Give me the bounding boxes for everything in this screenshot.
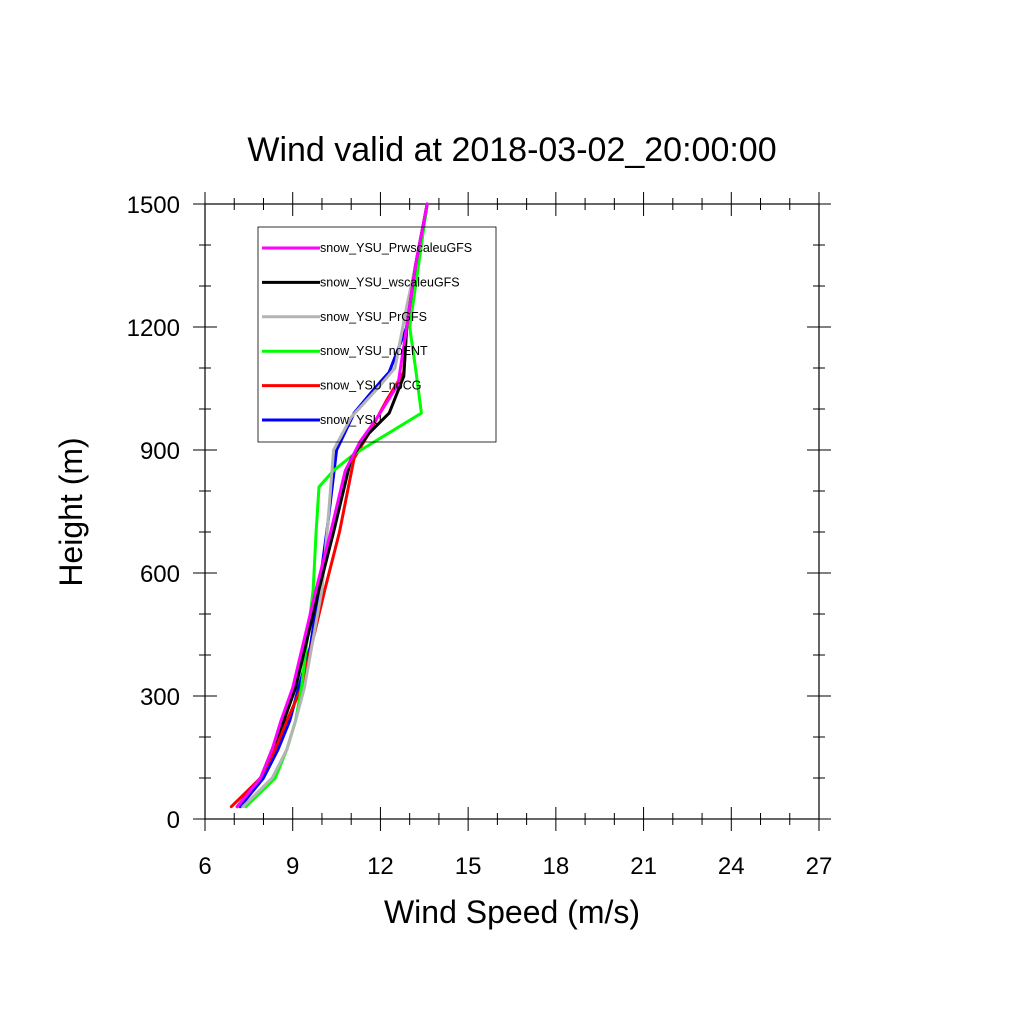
legend-label: snow_YSU_wscaleuGFS — [320, 275, 460, 289]
y-tick-label: 900 — [140, 438, 180, 465]
legend-label: snow_YSU_noENT — [320, 344, 428, 358]
y-tick-label: 600 — [140, 561, 180, 588]
plot-frame — [204, 203, 820, 820]
series-line-snow-ysu — [238, 202, 429, 809]
y-tick-label: 1500 — [127, 192, 180, 219]
legend-label: snow_YSU_PrGFS — [320, 310, 427, 324]
x-tick-label: 9 — [286, 853, 299, 880]
y-tick-label: 0 — [167, 807, 180, 834]
series-lines — [229, 202, 429, 809]
chart-title: Wind valid at 2018-03-02_20:00:00 — [247, 131, 776, 169]
series-line-snow-ysu-prgfs — [241, 202, 429, 809]
legend-label: snow_YSU_PrwscaleuGFS — [320, 241, 472, 255]
x-tick-label: 27 — [806, 853, 833, 880]
x-tick-label: 15 — [455, 853, 482, 880]
y-tick-label: 1200 — [127, 315, 180, 342]
legend-label: snow_YSU — [320, 413, 382, 427]
x-tick-label: 21 — [630, 853, 657, 880]
axis-ticks: 6 9 12 15 18 21 24 27 0 300 600 900 1200 1500 — [127, 192, 833, 880]
legend: snow_YSU_PrwscaleuGFS snow_YSU_wscaleuGFS… — [257, 226, 497, 443]
legend-box — [257, 226, 497, 443]
plot-area — [204, 203, 820, 820]
x-axis-label: Wind Speed (m/s) — [384, 894, 640, 930]
x-tick-label: 18 — [543, 853, 570, 880]
y-tick-label: 300 — [140, 684, 180, 711]
x-tick-label: 6 — [198, 853, 211, 880]
x-tick-label: 12 — [367, 853, 394, 880]
series-line-snow-ysu-prwscaleugfs — [235, 202, 429, 809]
x-tick-label: 24 — [718, 853, 745, 880]
series-line-snow-ysu-wscaleugfs — [235, 202, 429, 809]
y-axis-label: Height (m) — [53, 437, 89, 586]
legend-label: snow_YSU_noCG — [320, 379, 421, 393]
